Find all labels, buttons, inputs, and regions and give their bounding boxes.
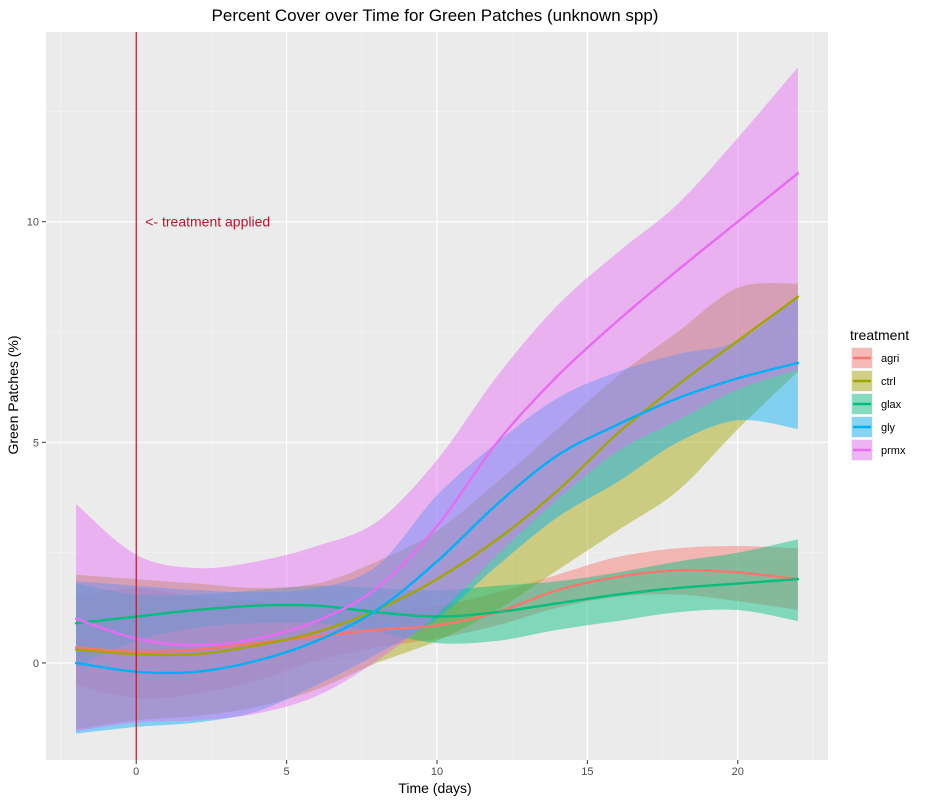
treatment-annotation: <- treatment applied <box>145 214 270 230</box>
x-tick-label: 15 <box>581 766 593 778</box>
legend-label: ctrl <box>881 376 896 388</box>
x-tick-label: 20 <box>732 766 744 778</box>
chart-title: Percent Cover over Time for Green Patche… <box>212 6 659 25</box>
legend-label: gly <box>881 422 896 434</box>
y-tick-label: 0 <box>33 658 39 670</box>
band-gly <box>76 296 798 734</box>
series-lines <box>74 171 800 675</box>
band-ctrl <box>76 282 798 730</box>
legend-item-prmx: prmx <box>851 439 906 461</box>
x-tick-label: 5 <box>284 766 290 778</box>
confidence-bands <box>76 67 798 734</box>
band-prmx <box>76 67 798 732</box>
line-gly <box>74 361 800 675</box>
y-tick-label: 5 <box>33 437 39 449</box>
legend-label: agri <box>881 353 899 365</box>
legend: treatment agri ctrl glax gly prmx <box>850 327 909 461</box>
line-ctrl <box>74 295 800 657</box>
legend-item-agri: agri <box>851 347 899 369</box>
line-agri <box>74 568 800 654</box>
x-tick-label: 10 <box>431 766 443 778</box>
y-axis-title: Green Patches (%) <box>5 335 21 454</box>
grid-minor <box>46 32 828 760</box>
legend-item-glax: glax <box>851 393 902 415</box>
y-axis-ticks: 0 5 10 <box>27 217 46 670</box>
x-tick-label: 0 <box>133 766 139 778</box>
legend-item-ctrl: ctrl <box>851 370 896 392</box>
band-glax <box>76 539 798 668</box>
legend-title: treatment <box>850 327 909 343</box>
y-tick-label: 10 <box>27 217 39 229</box>
x-axis-title: Time (days) <box>398 780 471 796</box>
legend-label: prmx <box>881 445 906 457</box>
x-axis-ticks: 0 5 10 15 20 <box>133 760 744 778</box>
legend-label: glax <box>881 399 902 411</box>
line-glax <box>74 577 800 625</box>
line-prmx <box>74 171 800 647</box>
legend-item-gly: gly <box>851 416 896 438</box>
